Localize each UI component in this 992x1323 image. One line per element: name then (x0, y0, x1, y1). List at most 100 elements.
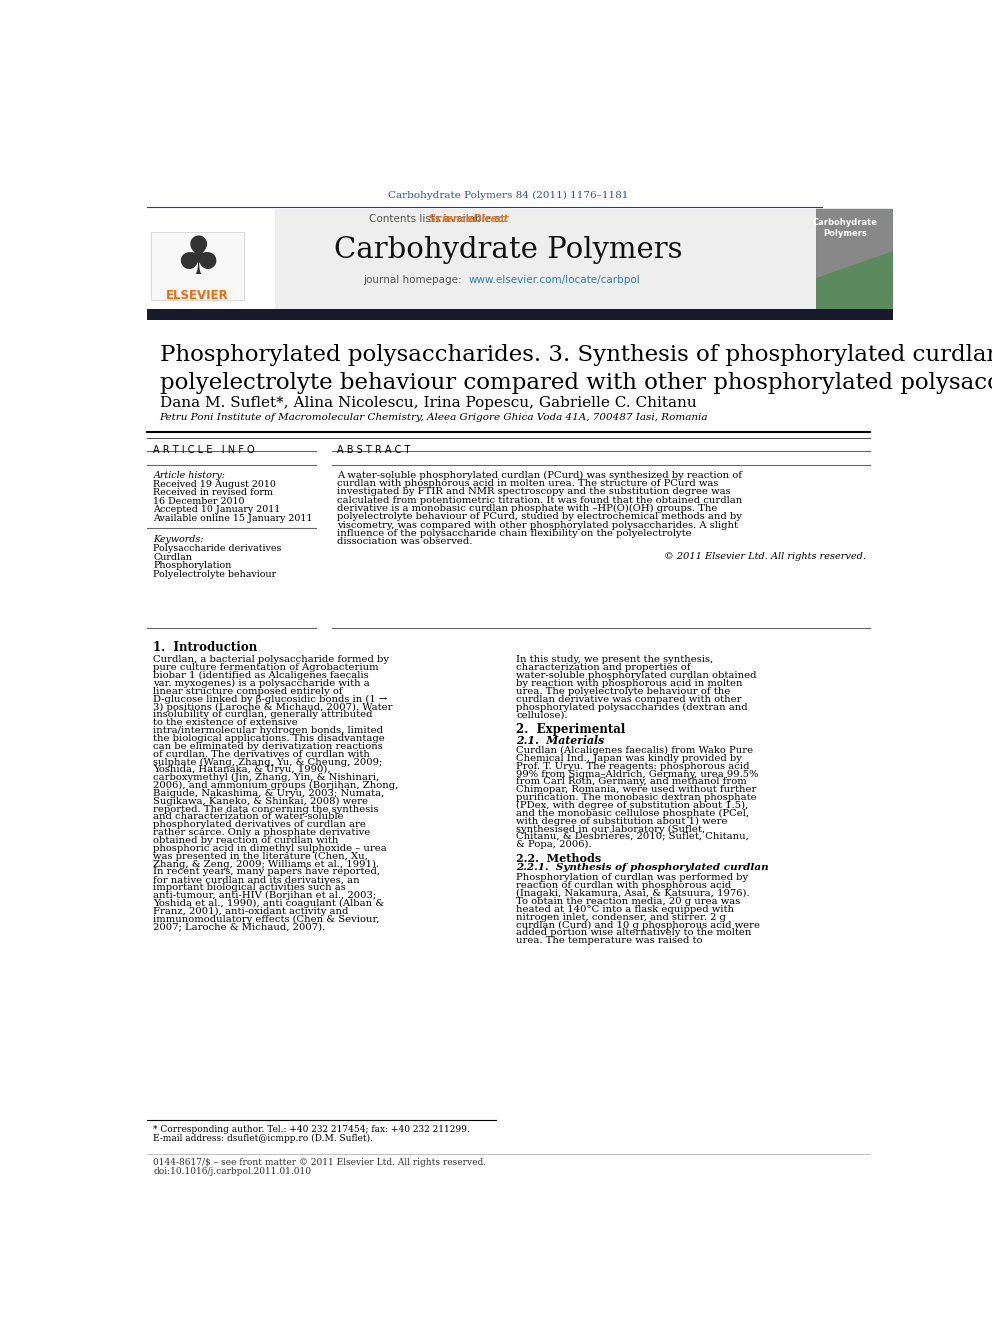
Text: and characterization of water-soluble: and characterization of water-soluble (154, 812, 344, 822)
Text: polyelectrolyte behaviour of PCurd, studied by electrochemical methods and by: polyelectrolyte behaviour of PCurd, stud… (337, 512, 742, 521)
Text: ScienceDirect: ScienceDirect (327, 214, 509, 224)
Text: * Corresponding author. Tel.: +40 232 217454; fax: +40 232 211299.: * Corresponding author. Tel.: +40 232 21… (154, 1125, 470, 1134)
Text: journal homepage:: journal homepage: (363, 275, 465, 286)
Text: & Popa, 2006).: & Popa, 2006). (516, 840, 592, 849)
Text: Carbohydrate Polymers: Carbohydrate Polymers (334, 235, 682, 263)
Text: Phosphorylated polysaccharides. 3. Synthesis of phosphorylated curdlan and its
p: Phosphorylated polysaccharides. 3. Synth… (160, 344, 992, 393)
Text: influence of the polysaccharide chain flexibility on the polyelectrolyte: influence of the polysaccharide chain fl… (337, 529, 691, 538)
Text: Curdlan, a bacterial polysaccharide formed by: Curdlan, a bacterial polysaccharide form… (154, 655, 390, 664)
Text: Yoshida et al., 1990), anti coagulant (Alban &: Yoshida et al., 1990), anti coagulant (A… (154, 898, 385, 908)
Text: Chimopar, Romania, were used without further: Chimopar, Romania, were used without fur… (516, 786, 757, 794)
Text: 3) positions (Laroche & Michaud, 2007). Water: 3) positions (Laroche & Michaud, 2007). … (154, 703, 393, 712)
Text: 16 December 2010: 16 December 2010 (154, 497, 245, 505)
Text: dissociation was observed.: dissociation was observed. (337, 537, 472, 546)
Text: In this study, we present the synthesis,: In this study, we present the synthesis, (516, 655, 713, 664)
Text: biobar 1 (identified as Alcaligenes faecalis: biobar 1 (identified as Alcaligenes faec… (154, 671, 369, 680)
Text: (Inagaki, Nakamura, Asai, & Katsuura, 1976).: (Inagaki, Nakamura, Asai, & Katsuura, 19… (516, 889, 750, 898)
Text: In recent years, many papers have reported,: In recent years, many papers have report… (154, 868, 381, 876)
Text: characterization and properties of: characterization and properties of (516, 663, 690, 672)
Text: Petru Poni Institute of Macromolecular Chemistry, Aleea Grigore Ghica Voda 41A, : Petru Poni Institute of Macromolecular C… (160, 413, 708, 422)
Text: and the monobasic cellulose phosphate (PCel,: and the monobasic cellulose phosphate (P… (516, 808, 749, 818)
Text: Curdlan (Alcaligenes faecalis) from Wako Pure: Curdlan (Alcaligenes faecalis) from Wako… (516, 746, 753, 755)
Text: phosphorylated derivatives of curdlan are: phosphorylated derivatives of curdlan ar… (154, 820, 366, 830)
Polygon shape (816, 209, 893, 278)
Text: curdlan derivative was compared with other: curdlan derivative was compared with oth… (516, 695, 742, 704)
Text: reaction of curdlan with phosphorous acid: reaction of curdlan with phosphorous aci… (516, 881, 731, 890)
Text: sulphate (Wang, Zhang, Yu, & Cheung, 2009;: sulphate (Wang, Zhang, Yu, & Cheung, 200… (154, 758, 383, 766)
Text: investigated by FTIR and NMR spectroscopy and the substitution degree was: investigated by FTIR and NMR spectroscop… (337, 487, 731, 496)
Text: Chitanu, & Desbrières, 2010; Suflet, Chitanu,: Chitanu, & Desbrières, 2010; Suflet, Chi… (516, 832, 749, 841)
FancyBboxPatch shape (816, 209, 893, 308)
Text: obtained by reaction of curdlan with: obtained by reaction of curdlan with (154, 836, 339, 845)
Text: phosphorylated polysaccharides (dextran and: phosphorylated polysaccharides (dextran … (516, 703, 748, 712)
Text: A R T I C L E   I N F O: A R T I C L E I N F O (154, 446, 255, 455)
Text: to the existence of extensive: to the existence of extensive (154, 718, 299, 728)
Text: linear structure composed entirely of: linear structure composed entirely of (154, 687, 343, 696)
Text: viscometry, was compared with other phosphorylated polysaccharides. A slight: viscometry, was compared with other phos… (337, 520, 738, 529)
Text: Dana M. Suflet*, Alina Nicolescu, Irina Popescu, Gabrielle C. Chitanu: Dana M. Suflet*, Alina Nicolescu, Irina … (160, 396, 696, 410)
Text: 2007; Laroche & Michaud, 2007).: 2007; Laroche & Michaud, 2007). (154, 922, 325, 931)
Text: phosphoric acid in dimethyl sulphoxide – urea: phosphoric acid in dimethyl sulphoxide –… (154, 844, 387, 853)
Text: To obtain the reaction media, 20 g urea was: To obtain the reaction media, 20 g urea … (516, 897, 740, 906)
Text: Received 19 August 2010: Received 19 August 2010 (154, 480, 277, 490)
Text: curdlan (Curd) and 10 g phosphorous acid were: curdlan (Curd) and 10 g phosphorous acid… (516, 921, 760, 930)
Text: Zhang, & Zeng, 2009; Williams et al., 1991).: Zhang, & Zeng, 2009; Williams et al., 19… (154, 860, 380, 869)
FancyBboxPatch shape (147, 308, 893, 320)
Text: Contents lists available at: Contents lists available at (369, 214, 509, 224)
Text: urea. The temperature was raised to: urea. The temperature was raised to (516, 937, 702, 946)
Text: 2006), and ammonium groups (Borjihan, Zhong,: 2006), and ammonium groups (Borjihan, Zh… (154, 781, 399, 790)
Text: www.elsevier.com/locate/carbpol: www.elsevier.com/locate/carbpol (469, 275, 641, 286)
Text: rather scarce. Only a phosphate derivative: rather scarce. Only a phosphate derivati… (154, 828, 371, 837)
Text: (PDex, with degree of substitution about 1.5),: (PDex, with degree of substitution about… (516, 800, 749, 810)
FancyBboxPatch shape (275, 209, 817, 308)
Text: A B S T R A C T: A B S T R A C T (337, 446, 411, 455)
Text: 0144-8617/$ – see front matter © 2011 Elsevier Ltd. All rights reserved.: 0144-8617/$ – see front matter © 2011 El… (154, 1158, 486, 1167)
Text: Chemical Ind., Japan was kindly provided by: Chemical Ind., Japan was kindly provided… (516, 754, 742, 763)
Text: Available online 15 January 2011: Available online 15 January 2011 (154, 513, 312, 523)
Text: cellulose).: cellulose). (516, 710, 567, 720)
Text: immunomodulatory effects (Chen & Seviour,: immunomodulatory effects (Chen & Seviour… (154, 914, 380, 923)
Text: Article history:: Article history: (154, 471, 225, 480)
Text: water-soluble phosphorylated curdlan obtained: water-soluble phosphorylated curdlan obt… (516, 671, 757, 680)
Text: Phosphorylation of curdlan was performed by: Phosphorylation of curdlan was performed… (516, 873, 748, 882)
Text: synthesised in our laboratory (Suflet,: synthesised in our laboratory (Suflet, (516, 824, 705, 833)
Text: Carbohydrate Polymers 84 (2011) 1176–1181: Carbohydrate Polymers 84 (2011) 1176–118… (388, 191, 629, 200)
Text: can be eliminated by derivatization reactions: can be eliminated by derivatization reac… (154, 742, 383, 751)
Text: important biological activities such as: important biological activities such as (154, 884, 346, 892)
Text: Curdlan: Curdlan (154, 553, 192, 562)
Text: Received in revised form: Received in revised form (154, 488, 274, 497)
Text: ELSEVIER: ELSEVIER (167, 290, 229, 303)
Text: 2.2.1.  Synthesis of phosphorylated curdlan: 2.2.1. Synthesis of phosphorylated curdl… (516, 864, 769, 872)
Text: heated at 140°C into a flask equipped with: heated at 140°C into a flask equipped wi… (516, 905, 734, 914)
Text: A water-soluble phosphorylated curdlan (PCurd) was synthesized by reaction of: A water-soluble phosphorylated curdlan (… (337, 471, 742, 480)
Text: of curdlan. The derivatives of curdlan with: of curdlan. The derivatives of curdlan w… (154, 750, 370, 758)
Text: Phosphorylation: Phosphorylation (154, 561, 232, 570)
Text: for native curdlan and its derivatives, an: for native curdlan and its derivatives, … (154, 876, 360, 884)
Text: anti-tumour, anti-HIV (Borjihan et al., 2003;: anti-tumour, anti-HIV (Borjihan et al., … (154, 890, 377, 900)
Text: Polysaccharide derivatives: Polysaccharide derivatives (154, 544, 282, 553)
Text: Carbohydrate
Polymers: Carbohydrate Polymers (812, 218, 877, 238)
Text: reported. The data concerning the synthesis: reported. The data concerning the synthe… (154, 804, 379, 814)
Text: 2.  Experimental: 2. Experimental (516, 722, 625, 736)
Text: ♣: ♣ (174, 233, 221, 284)
Text: Baigude, Nakashima, & Uryu, 2003; Numata,: Baigude, Nakashima, & Uryu, 2003; Numata… (154, 789, 385, 798)
Text: derivative is a monobasic curdlan phosphate with –HP(O)(OH) groups. The: derivative is a monobasic curdlan phosph… (337, 504, 717, 513)
Text: Polyelectrolyte behaviour: Polyelectrolyte behaviour (154, 570, 277, 579)
Text: Accepted 10 January 2011: Accepted 10 January 2011 (154, 505, 281, 515)
Text: was presented in the literature (Chen, Xu,: was presented in the literature (Chen, X… (154, 852, 368, 861)
Text: © 2011 Elsevier Ltd. All rights reserved.: © 2011 Elsevier Ltd. All rights reserved… (665, 552, 866, 561)
Text: var. myxogenes) is a polysaccharide with a: var. myxogenes) is a polysaccharide with… (154, 679, 370, 688)
Text: nitrogen inlet, condenser, and stirrer. 2 g: nitrogen inlet, condenser, and stirrer. … (516, 913, 726, 922)
Text: carboxymethyl (Jin, Zhang, Yin, & Nishinari,: carboxymethyl (Jin, Zhang, Yin, & Nishin… (154, 773, 380, 782)
Polygon shape (816, 209, 893, 308)
Text: Keywords:: Keywords: (154, 534, 204, 544)
Text: Yoshida, Hatanaka, & Uryu, 1990),: Yoshida, Hatanaka, & Uryu, 1990), (154, 766, 331, 774)
Text: urea. The polyelectrolyte behaviour of the: urea. The polyelectrolyte behaviour of t… (516, 687, 730, 696)
Text: 1.  Introduction: 1. Introduction (154, 640, 258, 654)
Text: insolubility of curdlan, generally attributed: insolubility of curdlan, generally attri… (154, 710, 373, 720)
Text: purification. The monobasic dextran phosphate: purification. The monobasic dextran phos… (516, 792, 757, 802)
Text: curdlan with phosphorous acid in molten urea. The structure of PCurd was: curdlan with phosphorous acid in molten … (337, 479, 718, 488)
Text: added portion wise alternatively to the molten: added portion wise alternatively to the … (516, 929, 752, 938)
Text: the biological applications. This disadvantage: the biological applications. This disadv… (154, 734, 385, 744)
Text: intra/intermolecular hydrogen bonds, limited: intra/intermolecular hydrogen bonds, lim… (154, 726, 384, 736)
